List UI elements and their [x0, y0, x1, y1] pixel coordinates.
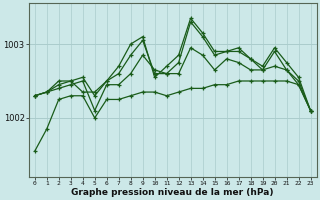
X-axis label: Graphe pression niveau de la mer (hPa): Graphe pression niveau de la mer (hPa) [71, 188, 274, 197]
